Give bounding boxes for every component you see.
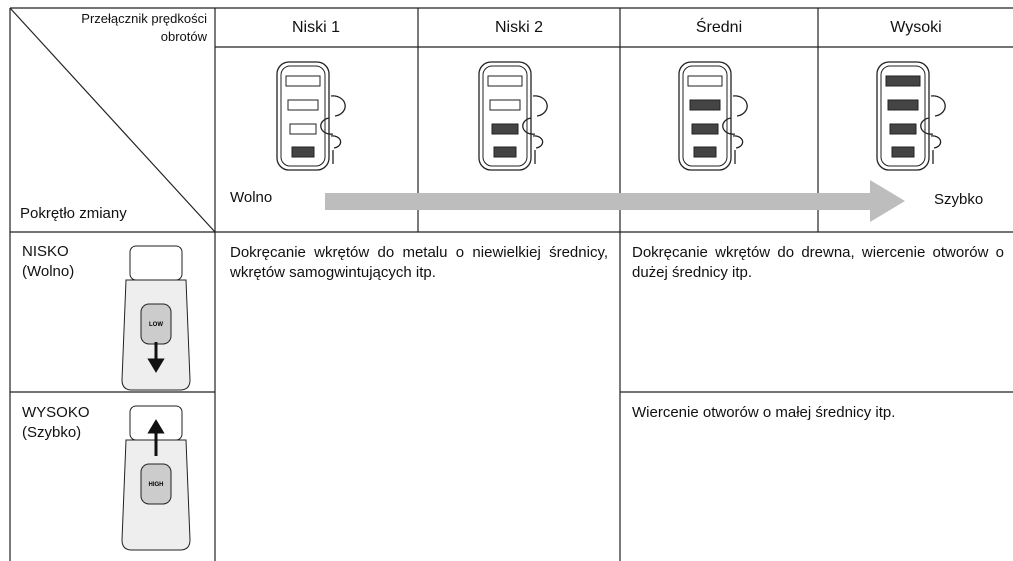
icon-body: [876, 61, 930, 171]
icon-inner: [682, 65, 728, 167]
indicator-bar: [687, 75, 723, 87]
icon-inner: [280, 65, 326, 167]
direction-arrow: [147, 342, 165, 373]
speed-icon: [276, 61, 346, 171]
column-header: Niski 1: [291, 19, 340, 36]
row-label: WYSOKO (Szybko): [22, 404, 90, 441]
speed-arrow: [325, 180, 905, 222]
description: Dokręcanie wkrętów do metalu o niewielki…: [230, 244, 608, 281]
speed-icon: [678, 61, 748, 171]
indicator-bar: [487, 75, 523, 87]
switch-label: LOW: [149, 322, 163, 328]
direction-arrow: [147, 419, 165, 456]
indicator-bar: [287, 99, 319, 111]
description: Wiercenie otworów o małej średnicy itp.: [632, 404, 896, 421]
speed-icon: [876, 61, 946, 171]
indicator-bar: [887, 99, 919, 111]
rotation-arrow: [722, 95, 748, 164]
indicator-bar: [289, 123, 317, 135]
column-header: Wysoki: [890, 19, 942, 36]
rotation-arrow: [320, 95, 346, 164]
icon-inner: [482, 65, 528, 167]
grid: [9, 7, 1013, 561]
icon-inner: [880, 65, 926, 167]
fast-label: Szybko: [934, 191, 984, 208]
indicator-bar: [493, 146, 517, 158]
icon-body: [478, 61, 532, 171]
indicator-bar: [491, 123, 519, 135]
icon-body: [276, 61, 330, 171]
indicator-bar: [689, 99, 721, 111]
indicator-bar: [291, 146, 315, 158]
indicator-bar: [693, 146, 717, 158]
indicator-bar: [885, 75, 921, 87]
indicator-bar: [891, 146, 915, 158]
speed-icon: [478, 61, 548, 171]
icon-body: [678, 61, 732, 171]
drill-head: [129, 245, 183, 281]
indicator-bar: [489, 99, 521, 111]
drill-icon: HIGH: [121, 405, 191, 551]
row-label: NISKO (Wolno): [22, 243, 75, 280]
rotation-arrow: [522, 95, 548, 164]
switch-label: HIGH: [149, 482, 164, 488]
slow-label: Wolno: [230, 189, 273, 206]
rotation-arrow: [920, 95, 946, 164]
description: Dokręcanie wkrętów do drewna, wiercenie …: [632, 244, 1004, 281]
indicator-bar: [889, 123, 917, 135]
indicator-bar: [691, 123, 719, 135]
drill-icon: LOW: [121, 245, 191, 391]
switch: [140, 463, 172, 505]
indicator-bar: [285, 75, 321, 87]
dial-label: Pokrętło zmiany: [20, 205, 127, 222]
speed-switch-label: Przełącznik prędkości obrotów: [81, 11, 207, 44]
column-header: Niski 2: [494, 19, 543, 36]
column-header: Średni: [695, 19, 743, 36]
